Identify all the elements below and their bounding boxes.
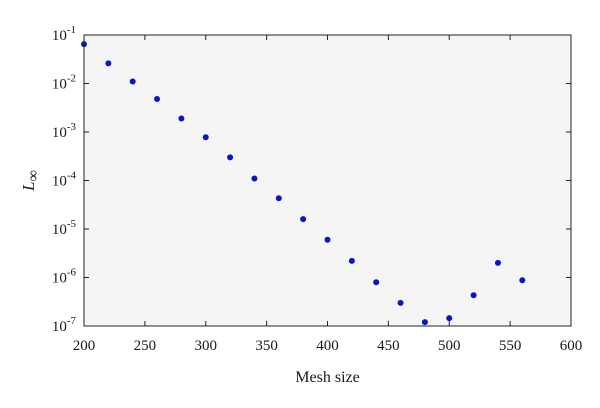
y-tick-label: 10-6 xyxy=(52,267,77,287)
data-point xyxy=(300,216,307,223)
data-point xyxy=(470,292,477,299)
y-axis-label: L∞ xyxy=(19,170,42,192)
tick-labels: 200 250 300 350 400 450 500 550 600 10-7 10-6 10-5 1… xyxy=(52,24,582,354)
data-point xyxy=(105,60,112,67)
x-tick-label: 550 xyxy=(499,338,522,354)
y-axis-label-subscript: ∞ xyxy=(25,170,42,181)
data-point xyxy=(519,277,526,284)
y-axis-label-main: L xyxy=(19,181,38,191)
data-point xyxy=(397,299,404,306)
y-tick-label: 10-5 xyxy=(52,218,77,238)
data-point xyxy=(373,279,380,286)
x-tick-label: 200 xyxy=(73,338,96,354)
y-tick-label: 10-4 xyxy=(52,170,77,190)
x-tick-label: 400 xyxy=(316,338,339,354)
y-tick-label: 10-1 xyxy=(52,24,76,44)
data-point xyxy=(251,175,258,182)
x-tick-label: 600 xyxy=(560,338,583,354)
x-axis-label: Mesh size xyxy=(295,369,359,386)
y-tick-label: 10-7 xyxy=(52,315,77,335)
data-point xyxy=(348,257,355,264)
x-tick-label: 250 xyxy=(134,338,157,354)
data-point xyxy=(275,195,282,202)
data-point xyxy=(494,259,501,266)
x-tick-label: 300 xyxy=(195,338,218,354)
data-point xyxy=(324,236,331,243)
data-point xyxy=(129,78,136,85)
x-tick-label: 500 xyxy=(438,338,461,354)
data-points xyxy=(81,41,526,326)
data-point xyxy=(227,154,234,161)
data-point xyxy=(446,315,453,322)
x-tick-label: 450 xyxy=(377,338,400,354)
plot-frame xyxy=(83,34,572,327)
y-tick-label: 10-3 xyxy=(52,121,77,141)
data-point xyxy=(154,95,161,102)
data-point xyxy=(421,319,428,326)
plot-area xyxy=(84,35,571,326)
data-point xyxy=(202,134,209,141)
data-point xyxy=(178,115,185,122)
x-tick-label: 350 xyxy=(255,338,278,354)
y-tick-label: 10-2 xyxy=(52,73,76,93)
